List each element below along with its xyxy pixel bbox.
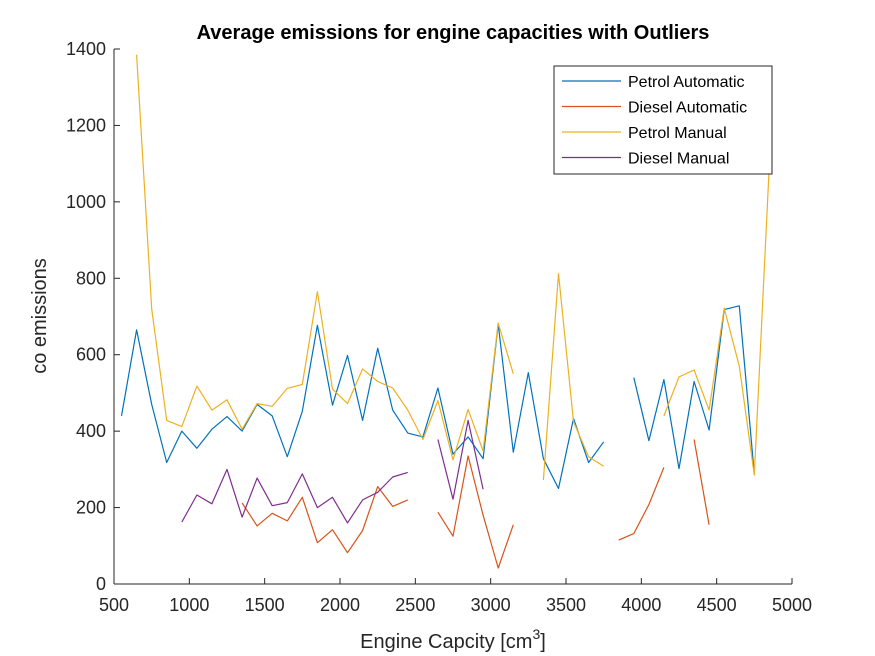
y-axis-label: co emissions bbox=[29, 258, 51, 374]
x-tick-label: 2500 bbox=[395, 595, 435, 615]
axes: 500 1000 1500 2000 2500 3000 3500 4000 4500 5000 0… bbox=[66, 39, 812, 615]
x-tick-label: 5000 bbox=[772, 595, 812, 615]
series-line-segment bbox=[437, 455, 514, 569]
y-tick-label: 1400 bbox=[66, 39, 106, 59]
series-petrol-manual bbox=[136, 54, 770, 481]
series-line-segment bbox=[633, 305, 755, 474]
x-tick-label: 1000 bbox=[169, 595, 209, 615]
legend-label: Diesel Automatic bbox=[628, 100, 747, 117]
series-line-segment bbox=[693, 439, 710, 525]
chart-title: Average emissions for engine capacities … bbox=[197, 22, 710, 44]
series-petrol-automatic bbox=[120, 305, 755, 490]
x-tick-label: 1500 bbox=[245, 595, 285, 615]
series-line-segment bbox=[542, 273, 605, 481]
y-tick-label: 1000 bbox=[66, 192, 106, 212]
y-tick-label: 1200 bbox=[66, 115, 106, 135]
legend-box bbox=[553, 65, 773, 175]
series-line-segment bbox=[437, 419, 484, 500]
x-axis-label-suffix: ] bbox=[540, 631, 546, 653]
legend-label: Petrol Manual bbox=[628, 125, 727, 142]
x-tick-label: 4000 bbox=[621, 595, 661, 615]
x-axis-label-superscript: 3 bbox=[532, 626, 540, 642]
x-tick-label: 3000 bbox=[471, 595, 511, 615]
series-line-segment bbox=[136, 54, 514, 461]
y-tick-label: 800 bbox=[76, 268, 106, 288]
x-tick-label: 2000 bbox=[320, 595, 360, 615]
y-tick-label: 400 bbox=[76, 421, 106, 441]
y-tick-label: 200 bbox=[76, 498, 106, 518]
data-lines bbox=[120, 54, 770, 569]
x-tick-label: 3500 bbox=[546, 595, 586, 615]
x-axis-label-main: Engine Capcity [cm bbox=[360, 631, 532, 653]
y-tick-label: 600 bbox=[76, 345, 106, 365]
legend-label: Petrol Automatic bbox=[628, 74, 745, 91]
x-tick-label: 500 bbox=[99, 595, 129, 615]
series-line-segment bbox=[663, 163, 770, 476]
y-tick-label: 0 bbox=[96, 574, 106, 594]
series-line-segment bbox=[181, 468, 408, 524]
series-diesel-manual bbox=[181, 419, 484, 524]
series-line-segment bbox=[120, 323, 605, 490]
legend-label: Diesel Manual bbox=[628, 151, 729, 168]
x-axis-label: Engine Capcity [cm3] bbox=[360, 626, 546, 653]
series-line-segment bbox=[618, 467, 665, 541]
legend: Petrol Automatic Diesel Automatic Petrol M… bbox=[553, 65, 773, 175]
x-tick-label: 4500 bbox=[697, 595, 737, 615]
